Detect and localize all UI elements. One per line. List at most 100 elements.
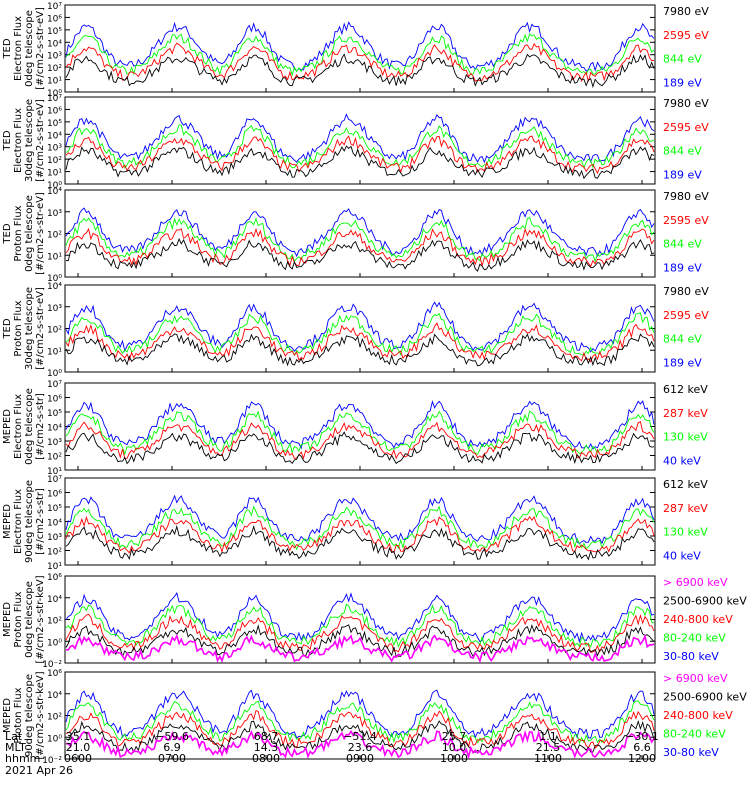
y-tick-label: 10⁵ <box>47 119 62 129</box>
y-tick-label: 10¹ <box>47 562 62 572</box>
y-axis-label-line: 90deg telescope <box>24 480 35 563</box>
series-red-trace <box>65 613 655 653</box>
y-tick-label: 10⁶ <box>47 106 62 116</box>
y-tick-label: 10⁰ <box>47 638 62 648</box>
y-tick-label: 10⁰ <box>47 89 62 99</box>
series-blue-trace <box>65 113 655 164</box>
y-tick-label: 10³ <box>47 144 62 154</box>
series-red-trace <box>65 135 655 175</box>
x-tick-hhmm: 1000 <box>440 752 468 765</box>
x-tick-mlt: 21.5 <box>536 741 561 754</box>
x-tick-lat: 68.7 <box>254 730 279 743</box>
panel-6: 10¹ 10² 10³ 10⁴ 10⁵ 10⁶ 10⁷ MEPED Electron Flux 9… <box>2 475 708 572</box>
y-tick-label: 10² <box>47 64 62 74</box>
legend-entry: > 6900 keV <box>663 576 728 589</box>
legend-entry: 612 keV <box>663 383 708 396</box>
legend-entry: 189 eV <box>663 262 702 275</box>
y-tick-label: 10³ <box>47 438 62 448</box>
legend-entry: 2595 eV <box>663 214 709 227</box>
y-tick-label: 10⁰ <box>47 734 62 744</box>
series-red-trace <box>65 42 654 83</box>
legend-entry: 287 keV <box>663 407 708 420</box>
x-tick-hhmm: 0800 <box>252 752 280 765</box>
x-tick-hhmm: 0900 <box>346 752 374 765</box>
y-axis-label-line: [#/cm2-s-str] <box>35 393 46 460</box>
x-row-label-lat: Lat <box>5 730 23 743</box>
panel-5: 10¹ 10² 10³ 10⁴ 10⁵ 10⁶ 10⁷ MEPED Electron Flux 0… <box>2 380 708 477</box>
legend-entry: 189 eV <box>663 77 702 90</box>
y-tick-label: 10⁴ <box>47 424 62 434</box>
y-tick-label: 10¹ <box>47 252 62 262</box>
y-tick-label: 10⁴ <box>47 187 62 197</box>
x-row-label-hhmm: hhmm <box>5 752 40 765</box>
series-blue-trace <box>65 21 655 72</box>
y-tick-label: 10² <box>47 713 62 723</box>
y-axis-label-line: TED <box>2 318 13 339</box>
y-tick-label: 10⁰ <box>47 274 62 284</box>
y-axis-label-line: 90deg telescope <box>24 674 35 757</box>
legend-entry: 40 keV <box>663 455 701 468</box>
y-tick-label: 10⁴ <box>47 131 62 141</box>
y-axis-label-line: [#/cm2-s-str-eV] <box>35 99 46 182</box>
legend-entry: 844 eV <box>663 333 702 346</box>
legend-entry: 287 keV <box>663 502 708 515</box>
y-tick-label: 10⁶ <box>47 573 62 583</box>
y-axis-label-line: TED <box>2 38 13 59</box>
y-tick-label: 10⁷ <box>47 380 62 390</box>
legend-entry: 130 keV <box>663 431 708 444</box>
y-axis-label-line: [#/cm2-s-str-eV] <box>35 287 46 370</box>
x-tick-lat: −30.1 <box>625 730 659 743</box>
series-green-trace <box>65 410 655 456</box>
legend-entry: 7980 eV <box>663 190 709 203</box>
y-tick-label: 10⁰ <box>47 181 62 191</box>
series-green-trace <box>65 124 655 170</box>
series-red-trace <box>65 515 655 554</box>
y-tick-label: 10¹ <box>47 467 62 477</box>
legend-entry: 189 eV <box>663 357 702 370</box>
legend-entry: 7980 eV <box>663 285 709 298</box>
y-tick-label: 10³ <box>47 209 62 219</box>
panel-1: 10⁰ 10¹ 10² 10³ 10⁴ 10⁵ 10⁶ 10⁷ TED Electron Flux… <box>2 2 709 99</box>
legend-entry: 80-240 keV <box>663 631 726 644</box>
series-black-trace <box>65 623 655 658</box>
panels-layer: 10⁰ 10¹ 10² 10³ 10⁴ 10⁵ 10⁶ 10⁷ TED Electron Flux… <box>2 2 747 766</box>
series-black-trace <box>65 431 655 465</box>
legend-entry: 7980 eV <box>663 97 709 110</box>
x-tick-hhmm: 0600 <box>64 752 92 765</box>
series-magenta-trace <box>65 729 655 760</box>
y-axis-label-line: Electron Flux <box>13 108 24 173</box>
y-axis-label-line: 0deg telescope <box>24 388 35 465</box>
series-blue-trace <box>65 207 655 258</box>
x-tick-mlt: 6.6 <box>633 741 651 754</box>
y-tick-label: 10² <box>47 617 62 627</box>
legend-entry: 2500-6900 keV <box>663 690 747 703</box>
y-axis-label-line: [#/cm2-s-str-keV] <box>35 671 46 759</box>
y-tick-label: 10⁶ <box>47 14 62 24</box>
y-axis-label-line: [#/cm2-s-str-eV] <box>35 7 46 90</box>
x-tick-lat: 1.1 <box>539 730 557 743</box>
legend-entry: 189 eV <box>663 169 702 182</box>
y-tick-label: 10⁻² <box>42 756 62 766</box>
series-blue-trace <box>65 592 655 644</box>
y-axis-label-line: TED <box>2 223 13 244</box>
x-axis-labels: Lat MLT hhmm 2021 Apr 26 <box>5 730 73 777</box>
y-axis-label-line: 30deg telescope <box>24 99 35 182</box>
series-black-trace <box>65 524 655 561</box>
y-tick-label: 10⁴ <box>47 39 62 49</box>
y-tick-label: 10⁶ <box>47 490 62 500</box>
y-tick-label: 10⁷ <box>47 94 62 104</box>
x-tick-mlt: 6.9 <box>163 741 181 754</box>
y-tick-label: 10² <box>47 326 62 336</box>
y-tick-label: 10³ <box>47 52 62 62</box>
x-tick-lat: −59.6 <box>155 730 189 743</box>
panel-2: 10⁰ 10¹ 10² 10³ 10⁴ 10⁵ 10⁶ 10⁷ TED Electron Flux… <box>2 94 709 191</box>
x-tick-hhmm: 0700 <box>158 752 186 765</box>
y-tick-label: 10⁶ <box>47 669 62 679</box>
x-tick-mlt: 21.0 <box>66 741 91 754</box>
legend-entry: 80-240 keV <box>663 727 726 740</box>
y-tick-label: 10¹ <box>47 77 62 87</box>
x-tick-mlt: 10.0 <box>442 741 467 754</box>
series-blue-trace <box>65 494 655 545</box>
y-tick-label: 10¹ <box>47 169 62 179</box>
